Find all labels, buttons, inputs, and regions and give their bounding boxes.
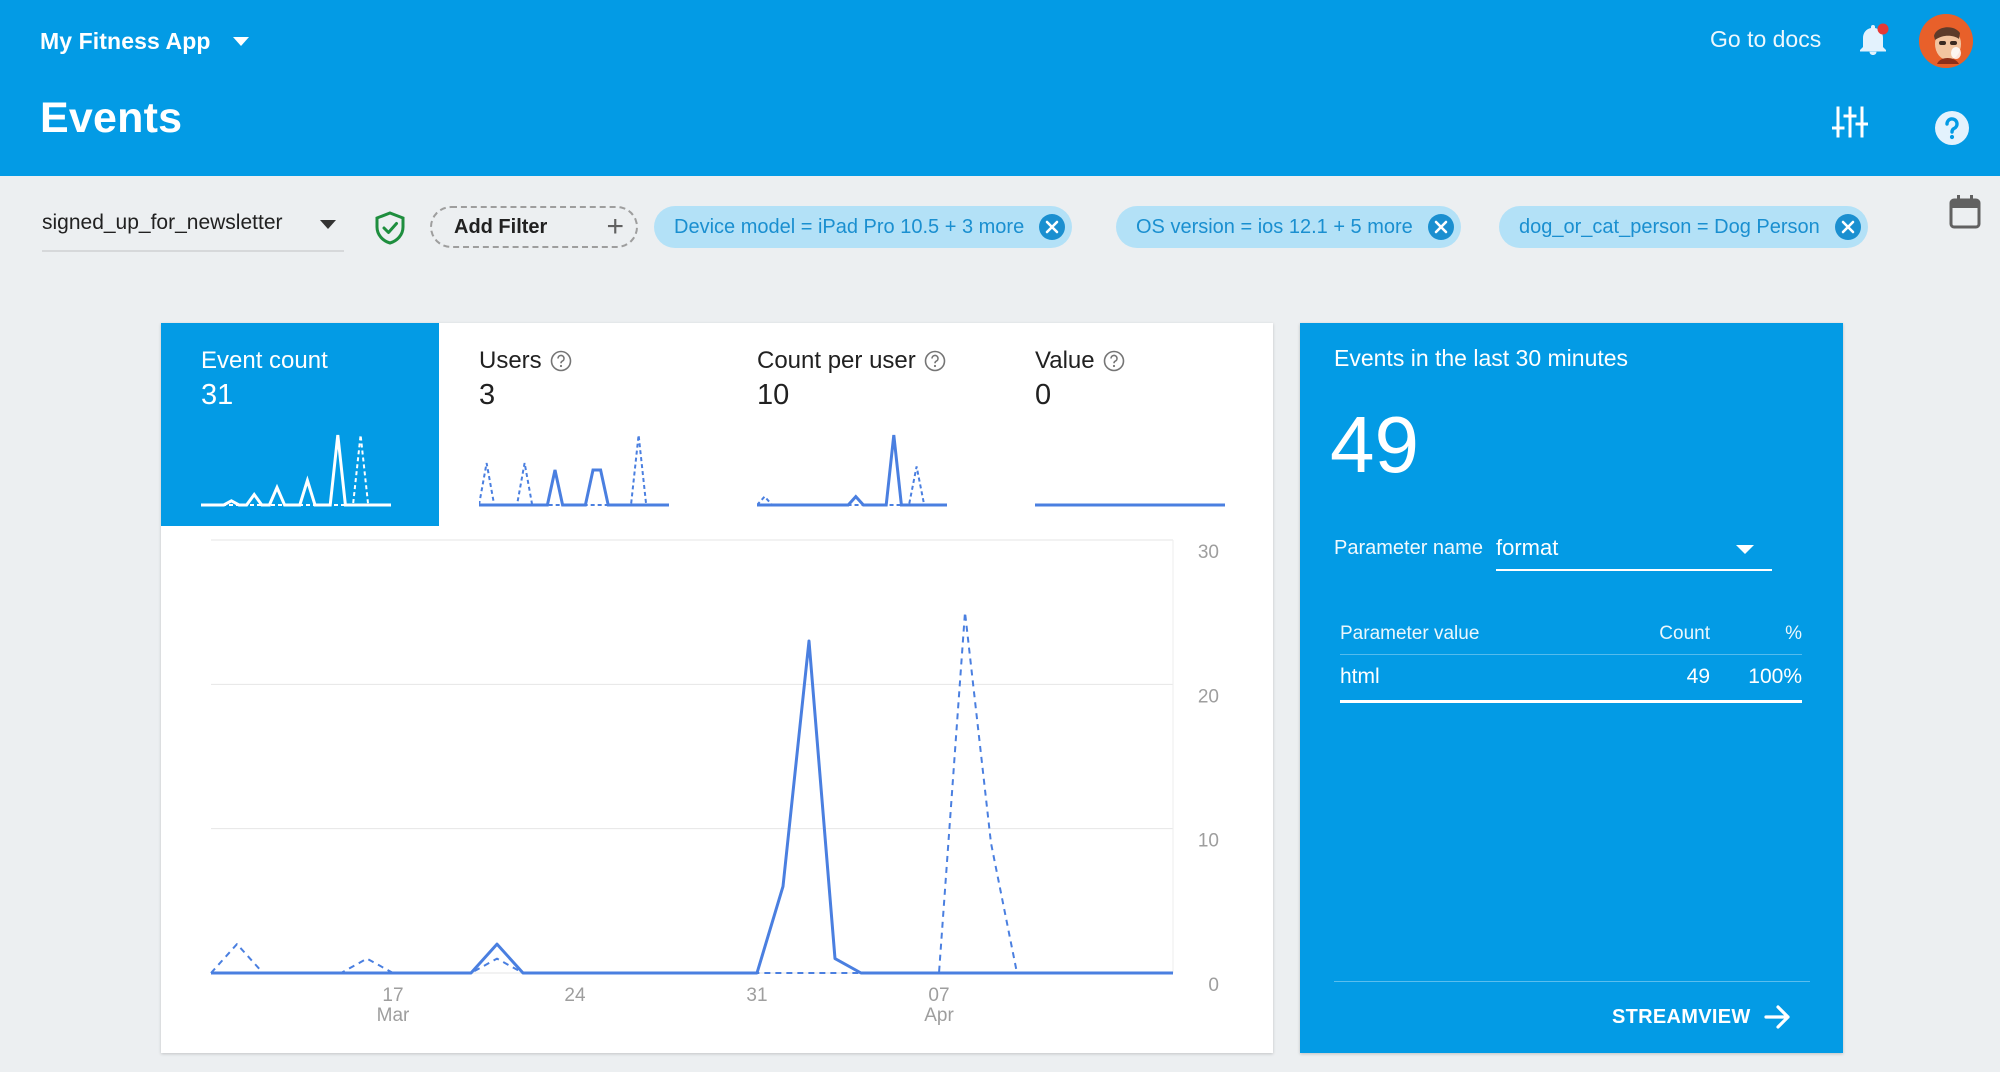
tune-settings-icon[interactable] xyxy=(1832,104,1868,140)
tab-count-per-user[interactable]: Count per user 10 xyxy=(717,323,995,526)
metric-value: 10 xyxy=(757,379,790,411)
sparkline-current-period xyxy=(757,434,947,507)
add-filter-label: Add Filter xyxy=(454,215,548,238)
project-name: My Fitness App xyxy=(40,27,211,54)
divider xyxy=(1334,981,1810,982)
help-circle-icon[interactable] xyxy=(550,350,572,372)
cell-percent: 100% xyxy=(1748,665,1802,688)
realtime-count: 49 xyxy=(1330,400,1419,489)
x-tick-label: 24 xyxy=(564,985,586,1006)
metric-label: Count per user xyxy=(757,347,946,375)
page-title: Events xyxy=(40,94,183,142)
chevron-down-icon xyxy=(232,36,249,46)
sparkline-previous-period xyxy=(201,434,391,506)
filter-chip-label: dog_or_cat_person = Dog Person xyxy=(1519,215,1820,238)
streamview-label: STREAMVIEW xyxy=(1612,1005,1751,1028)
sparkline xyxy=(201,434,391,507)
table-row[interactable]: html 49 100% xyxy=(1340,655,1802,703)
sparkline-current-period xyxy=(479,468,669,507)
calendar-icon[interactable] xyxy=(1948,194,1982,230)
x-tick-sublabel: Mar xyxy=(377,1005,410,1026)
y-tick-label: 0 xyxy=(1208,975,1219,996)
notifications-bell-icon[interactable] xyxy=(1856,22,1890,58)
remove-filter-icon[interactable] xyxy=(1038,213,1066,241)
series-line-previous-period xyxy=(210,611,1173,974)
x-tick-label: 17 xyxy=(382,985,403,1006)
cell-parameter-value: html xyxy=(1340,665,1380,688)
x-tick-label: 31 xyxy=(746,985,767,1006)
parameter-name-dropdown[interactable]: format xyxy=(1496,533,1772,571)
remove-filter-icon[interactable] xyxy=(1834,213,1862,241)
avatar-photo-icon xyxy=(1919,14,1973,68)
parameter-name-label: Parameter name xyxy=(1334,537,1483,559)
sparkline xyxy=(479,434,669,507)
metric-label-text: Users xyxy=(479,347,542,374)
header-count: Count xyxy=(1659,623,1710,644)
sparkline xyxy=(1035,503,1225,507)
chevron-down-icon xyxy=(1736,545,1754,554)
y-tick-label: 30 xyxy=(1198,542,1219,563)
sparkline-previous-period xyxy=(757,466,947,506)
cell-count: 49 xyxy=(1686,665,1710,688)
streamview-button[interactable]: STREAMVIEW xyxy=(1612,999,1793,1035)
arrow-right-icon xyxy=(1763,1005,1790,1029)
app-header: My Fitness App Go to docs Events xyxy=(0,0,2000,176)
filter-chip-os-version[interactable]: OS version = ios 12.1 + 5 more xyxy=(1116,206,1461,248)
sparkline-previous-period xyxy=(479,434,669,506)
y-tick-label: 10 xyxy=(1198,831,1219,852)
metric-label-text: Value xyxy=(1035,347,1095,374)
header-percent: % xyxy=(1785,623,1802,644)
event-name-dropdown[interactable]: signed_up_for_newsletter xyxy=(42,206,344,252)
metric-label-text: Event count xyxy=(201,347,328,374)
realtime-card: Events in the last 30 minutes 49 Paramet… xyxy=(1300,323,1843,1053)
parameter-name-value: format xyxy=(1496,535,1559,560)
metric-label: Value xyxy=(1035,347,1125,375)
metric-label-text: Count per user xyxy=(757,347,916,374)
plus-icon: + xyxy=(606,210,624,243)
realtime-title: Events in the last 30 minutes xyxy=(1334,345,1629,371)
user-avatar[interactable] xyxy=(1919,14,1973,68)
help-icon[interactable] xyxy=(1934,110,1970,146)
event-name-value: signed_up_for_newsletter xyxy=(42,211,283,234)
metric-label: Users xyxy=(479,347,572,375)
help-circle-icon[interactable] xyxy=(924,350,946,372)
tab-users[interactable]: Users 3 xyxy=(439,323,717,526)
x-tick-sublabel: Apr xyxy=(924,1005,954,1026)
y-tick-label: 20 xyxy=(1198,686,1219,707)
parameter-table: Parameter value Count % html 49 100% xyxy=(1340,613,1802,703)
table-header: Parameter value Count % xyxy=(1340,613,1802,655)
go-to-docs-link[interactable]: Go to docs xyxy=(1710,26,1822,52)
project-selector[interactable]: My Fitness App xyxy=(40,24,249,58)
filter-chip-label: Device model = iPad Pro 10.5 + 3 more xyxy=(674,215,1025,238)
add-filter-button[interactable]: Add Filter + xyxy=(430,206,638,248)
sparkline xyxy=(757,434,947,507)
series-line-current-period xyxy=(211,639,1173,975)
remove-filter-icon[interactable] xyxy=(1427,213,1455,241)
sparkline-current-period xyxy=(201,434,391,507)
tab-value[interactable]: Value 0 xyxy=(995,323,1273,526)
help-circle-icon[interactable] xyxy=(1103,350,1125,372)
tab-event-count[interactable]: Event count 31 xyxy=(161,323,439,526)
shield-check-icon xyxy=(375,211,405,245)
events-chart-card: Event count 31 Users 3 Count per user 10… xyxy=(161,323,1273,1053)
chevron-down-icon xyxy=(320,220,336,229)
filter-chip-dog-or-cat[interactable]: dog_or_cat_person = Dog Person xyxy=(1499,206,1868,248)
header-parameter-value: Parameter value xyxy=(1340,623,1480,644)
x-tick-label: 07 xyxy=(928,985,949,1006)
metric-label: Event count xyxy=(201,347,328,375)
metric-value: 31 xyxy=(201,379,234,411)
metric-value: 3 xyxy=(479,379,496,411)
metric-value: 0 xyxy=(1035,379,1052,411)
filter-chip-device-model[interactable]: Device model = iPad Pro 10.5 + 3 more xyxy=(654,206,1073,248)
filter-chip-label: OS version = ios 12.1 + 5 more xyxy=(1136,215,1413,238)
